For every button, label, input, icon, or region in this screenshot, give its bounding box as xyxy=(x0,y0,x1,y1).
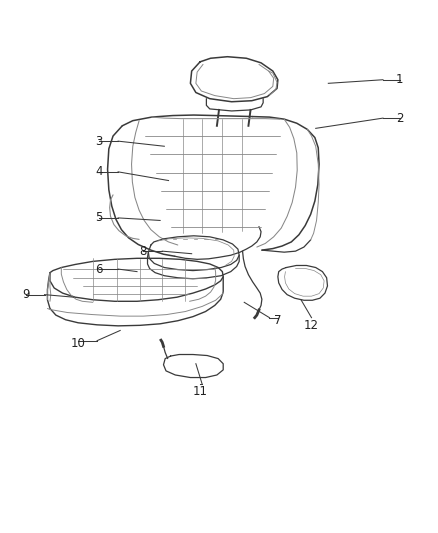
Text: 9: 9 xyxy=(22,288,29,301)
Text: 5: 5 xyxy=(95,212,103,224)
Text: 7: 7 xyxy=(274,314,282,327)
Text: 2: 2 xyxy=(396,111,403,125)
Text: 1: 1 xyxy=(396,73,403,86)
Text: 4: 4 xyxy=(95,165,103,179)
Text: 6: 6 xyxy=(95,263,103,276)
Text: 10: 10 xyxy=(71,337,85,350)
Text: 12: 12 xyxy=(304,319,319,332)
Text: 11: 11 xyxy=(193,385,208,398)
Text: 3: 3 xyxy=(95,135,103,148)
Text: 8: 8 xyxy=(140,245,147,257)
